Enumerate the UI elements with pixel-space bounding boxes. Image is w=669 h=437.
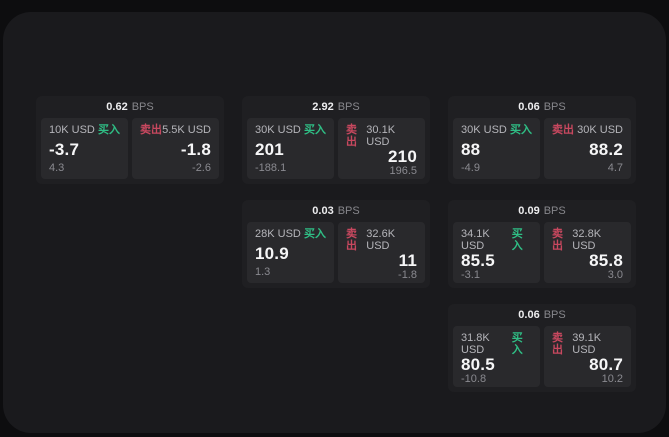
buy-amount: 28K USD [255,228,301,240]
buy-tile[interactable]: 31.8K USD 买入 80.5 -10.8 [453,326,540,387]
sell-label: 卖出 [552,124,574,136]
bps-unit-label: BPS [337,205,360,217]
sell-delta: 196.5 [389,165,417,177]
buy-delta: -10.8 [461,373,487,385]
buy-amount: 10K USD [49,124,95,136]
buy-label: 买入 [304,124,326,136]
bps-card: 0.62 BPS 10K USD 买入 -3.7 4.3 卖出 5.5K USD [36,96,224,184]
sell-delta: 10.2 [601,373,623,385]
sell-label: 卖出 [140,124,162,136]
buy-amount: 31.8K USD [461,332,490,356]
buy-amount: 30K USD [461,124,507,136]
sell-amount: 30K USD [577,124,623,136]
app-panel: 0.62 BPS 10K USD 买入 -3.7 4.3 卖出 5.5K USD [3,12,666,433]
buy-label: 买入 [511,228,523,252]
spread-cards-grid: 0.62 BPS 10K USD 买入 -3.7 4.3 卖出 5.5K USD [36,96,636,392]
sell-price: 88.2 [589,139,623,159]
buy-price: 10.9 [255,243,289,263]
sell-price: 85.8 [589,251,623,270]
buy-delta: -3.1 [461,269,480,281]
buy-price: 85.5 [461,251,495,270]
bps-value: 0.62 [106,101,128,113]
bps-value: 0.03 [312,205,334,217]
bps-value: 2.92 [312,101,334,113]
buy-label: 买入 [510,124,532,136]
bps-unit-label: BPS [337,101,360,113]
buy-tile[interactable]: 10K USD 买入 -3.7 4.3 [41,118,128,179]
bps-value: 0.06 [518,101,540,113]
sell-label: 卖出 [346,124,357,148]
bps-unit-label: BPS [543,309,566,321]
buy-delta: 4.3 [49,162,65,174]
sell-amount: 32.6K USD [366,228,396,252]
sell-label: 卖出 [346,228,357,252]
buy-amount: 34.1K USD [461,228,490,252]
sell-delta: 3.0 [607,269,623,281]
sell-delta: -2.6 [192,162,211,174]
card-header: 2.92 BPS [247,96,425,118]
sell-label: 卖出 [552,332,563,356]
sell-price: 11 [398,251,417,270]
buy-tile[interactable]: 30K USD 买入 201 -188.1 [247,118,334,179]
buy-price: 201 [255,139,284,159]
card-header: 0.03 BPS [247,200,425,222]
bps-unit-label: BPS [543,101,566,113]
bps-card: 0.06 BPS 31.8K USD 买入 80.5 -10.8 卖出 39.1… [448,304,636,392]
buy-tile[interactable]: 28K USD 买入 10.9 1.3 [247,222,334,283]
sell-label: 卖出 [552,228,563,252]
buy-tile[interactable]: 30K USD 买入 88 -4.9 [453,118,540,179]
sell-amount: 5.5K USD [162,124,211,136]
card-header: 0.06 BPS [453,96,631,118]
bps-value: 0.06 [518,309,540,321]
sell-tile[interactable]: 卖出 39.1K USD 80.7 10.2 [544,326,631,387]
card-header: 0.62 BPS [41,96,219,118]
sell-tile[interactable]: 卖出 5.5K USD -1.8 -2.6 [132,118,219,179]
sell-price: 210 [388,147,417,166]
buy-price: -3.7 [49,139,80,159]
card-header: 0.06 BPS [453,304,631,326]
buy-amount: 30K USD [255,124,301,136]
bps-unit-label: BPS [131,101,154,113]
sell-delta: 4.7 [607,162,623,174]
sell-amount: 39.1K USD [572,332,602,356]
bps-card: 0.06 BPS 30K USD 买入 88 -4.9 卖出 30K USD [448,96,636,184]
buy-delta: -4.9 [461,162,480,174]
bps-card: 0.09 BPS 34.1K USD 买入 85.5 -3.1 卖出 32.8K… [448,200,636,288]
sell-price: 80.7 [589,355,623,374]
buy-tile[interactable]: 34.1K USD 买入 85.5 -3.1 [453,222,540,283]
buy-label: 买入 [511,332,523,356]
buy-price: 80.5 [461,355,495,374]
buy-delta: -188.1 [255,162,287,174]
card-header: 0.09 BPS [453,200,631,222]
sell-price: -1.8 [180,139,211,159]
bps-card: 2.92 BPS 30K USD 买入 201 -188.1 卖出 30.1K … [242,96,430,184]
buy-label: 买入 [304,228,326,240]
sell-amount: 30.1K USD [366,124,396,148]
buy-label: 买入 [98,124,120,136]
bps-value: 0.09 [518,205,540,217]
sell-tile[interactable]: 卖出 32.6K USD 11 -1.8 [338,222,425,283]
sell-tile[interactable]: 卖出 30K USD 88.2 4.7 [544,118,631,179]
buy-delta: 1.3 [255,266,271,278]
bps-unit-label: BPS [543,205,566,217]
sell-tile[interactable]: 卖出 30.1K USD 210 196.5 [338,118,425,179]
sell-tile[interactable]: 卖出 32.8K USD 85.8 3.0 [544,222,631,283]
sell-delta: -1.8 [398,269,417,281]
sell-amount: 32.8K USD [572,228,602,252]
bps-card: 0.03 BPS 28K USD 买入 10.9 1.3 卖出 32.6K US… [242,200,430,288]
buy-price: 88 [461,139,481,159]
